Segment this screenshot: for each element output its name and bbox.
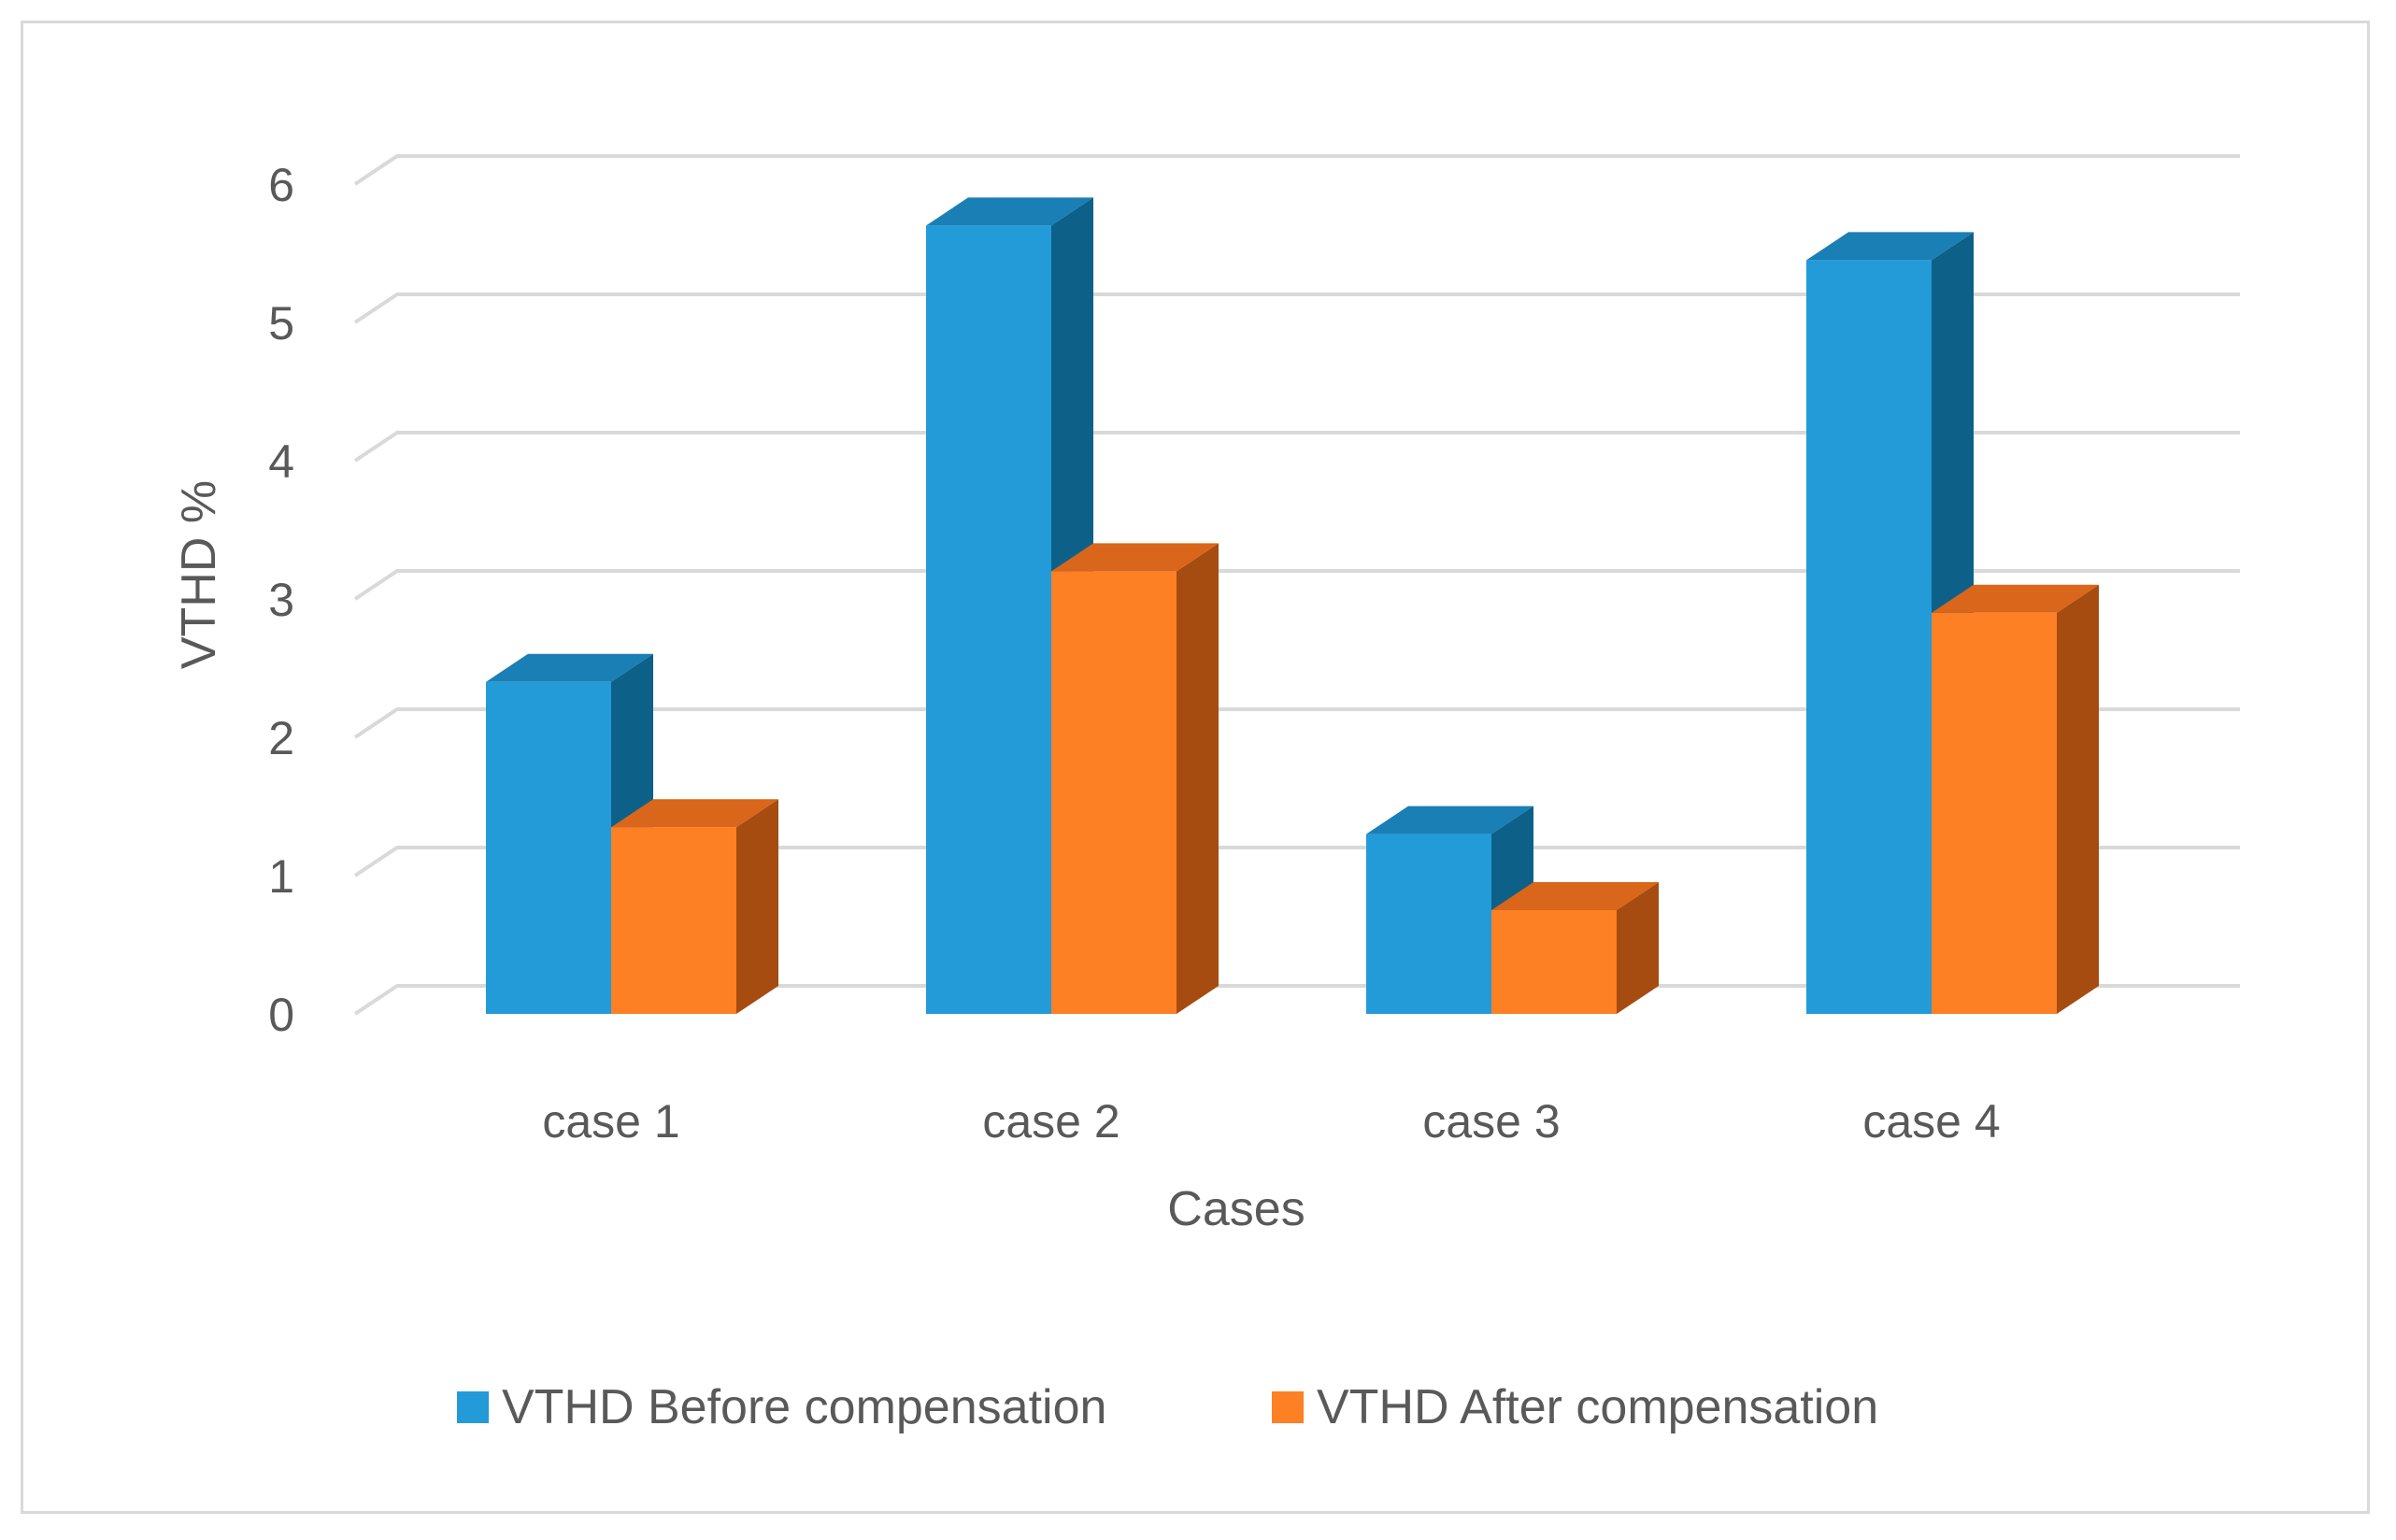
bar-after-case-3 [1491,882,1659,1014]
bar-after-case-2 [1051,543,1219,1014]
bar-top-face [1051,543,1219,572]
gridline-5 [353,292,2240,324]
bar-front-face [1806,260,1932,1014]
x-category-label-4: case 4 [1862,1095,2000,1148]
gridline-6 [353,154,2240,186]
bars [486,197,2099,1014]
bar-before-case-4 [1806,232,1974,1014]
bar-top-face [611,799,778,828]
y-tick-label-2: 2 [268,712,294,764]
y-axis-ticks: 0 1 2 3 4 5 6 [268,159,294,1041]
bar-front-face [611,827,736,1014]
bar-top-face [926,197,1093,226]
bar-front-face [1932,612,2057,1014]
y-tick-label-5: 5 [268,297,294,349]
bar-front-face [926,225,1051,1014]
y-tick-label-6: 6 [268,159,294,211]
legend-label-after: VTHD After compensation [1317,1380,1878,1434]
bar-top-face [486,653,653,682]
bar-top-face [1806,232,1974,261]
bar-after-case-1 [611,799,778,1014]
legend-swatch-before [457,1391,489,1423]
y-tick-label-1: 1 [268,850,294,903]
legend-swatch-after [1272,1391,1304,1423]
legend: VTHD Before compensation VTHD After comp… [457,1380,1878,1434]
bar-front-face [486,681,611,1014]
bar-front-face [1366,834,1491,1014]
gridlines [353,154,2240,1016]
bar-top-face [1366,806,1533,834]
x-axis-title: Cases [1167,1182,1305,1236]
legend-label-before: VTHD Before compensation [502,1380,1106,1434]
y-axis-title: VTHD % [172,480,226,669]
bar-top-face [1491,882,1659,910]
bar-side-face [1177,543,1219,1014]
bar-front-face [1051,571,1177,1014]
x-category-label-1: case 1 [542,1095,679,1148]
gridline-2 [353,707,2240,739]
y-tick-label-4: 4 [268,435,294,488]
x-axis-categories: case 1 case 2 case 3 case 4 [542,1095,2000,1148]
bar-side-face [1617,882,1659,1014]
gridline-4 [353,431,2240,463]
bar-front-face [1491,910,1617,1014]
bar-side-face [2057,584,2099,1014]
bar-after-case-4 [1932,584,2099,1014]
bar-top-face [1932,584,2099,613]
gridline-3 [353,569,2240,601]
bar-side-face [736,799,778,1014]
x-category-label-2: case 2 [982,1095,1120,1148]
y-tick-label-0: 0 [268,989,294,1041]
y-tick-label-3: 3 [268,574,294,626]
gridline-1 [353,846,2240,877]
x-category-label-3: case 3 [1422,1095,1560,1148]
